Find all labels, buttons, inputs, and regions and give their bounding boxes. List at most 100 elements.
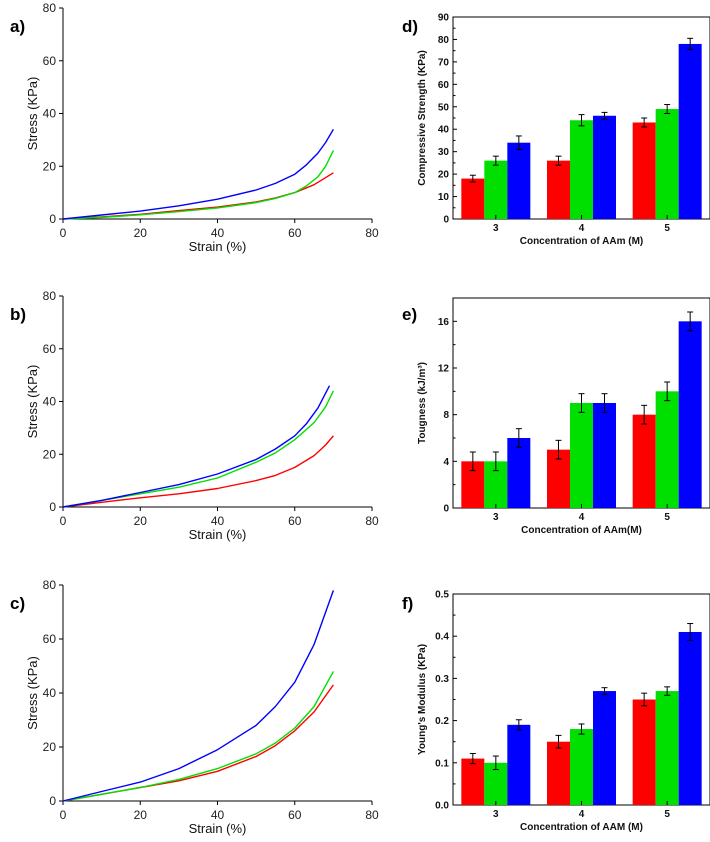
series-line-blue [62,385,331,508]
chart-panel-c: c) 0 20 40 60 80 0 20 40 60 80 Strain (%) Stress (KP… [10,578,379,836]
x-tick-label: 0 [60,226,67,240]
x-tick-label: 5 [664,223,670,234]
panel-label: a) [10,17,25,36]
x-axis-title: Concentration of AAM (M) [520,822,643,833]
y-tick-label: 80 [438,35,450,46]
bar-red-5 [632,122,656,219]
x-tick-label: 20 [134,226,148,240]
y-tick-label: 70 [438,57,450,68]
series-line-green [62,390,335,508]
y-tick-label: 60 [43,632,57,646]
series-line-green [62,150,335,220]
panel-label: e) [402,305,417,324]
x-tick-label: 3 [493,223,499,234]
x-tick-label: 80 [365,514,379,528]
y-tick-label: 10 [438,192,450,203]
bar-red-3 [461,758,485,805]
x-axis-title: Strain (%) [189,239,247,254]
bar-green-3 [484,461,508,508]
y-tick-label: 40 [438,125,450,136]
bar-red-3 [461,461,485,508]
bar-blue-5 [678,43,702,219]
x-axis-title: Concentration of AAm(M) [521,525,642,536]
y-tick-label: 20 [43,447,57,461]
bar-red-5 [632,699,656,805]
y-tick-label: 4 [443,457,449,468]
y-tick-label: 40 [43,395,57,409]
y-tick-label: 0.2 [435,716,449,727]
bar-red-5 [632,414,656,508]
bar-red-4 [547,449,570,508]
x-tick-label: 4 [579,809,585,820]
y-tick-label: 80 [43,1,57,15]
y-tick-label: 60 [43,54,57,68]
chart-panel-e: e) 0 4 8 12 16 3 4 5 Concentration of AAm(M) Tougn… [402,297,710,536]
x-tick-label: 80 [365,808,379,822]
y-axis-title: Stress (KPa) [25,365,40,439]
x-tick-label: 5 [664,512,670,523]
y-tick-label: 80 [43,289,57,303]
y-tick-label: 80 [43,578,57,592]
y-tick-label: 0 [49,212,56,226]
y-tick-label: 20 [43,159,57,173]
bar-green-4 [570,729,593,805]
y-axis-title: Compressive Strength (KPa) [417,50,428,186]
panel-label: d) [402,17,418,36]
bar-red-3 [461,178,485,219]
x-tick-label: 80 [365,226,379,240]
x-tick-label: 60 [288,808,302,822]
chart-panel-f: f) 0.0 0.1 0.2 0.3 0.4 0.5 3 4 5 Concentration of … [402,590,710,833]
y-tick-label: 0 [443,215,449,226]
y-tick-label: 60 [43,342,57,356]
bar-green-3 [484,762,508,805]
bar-blue-3 [507,438,531,508]
y-tick-label: 60 [438,80,450,91]
panel-label: b) [10,305,26,324]
y-axis-title: Stress (KPa) [25,77,40,151]
y-tick-label: 0.0 [435,801,449,812]
chart-panel-a: a) 0 20 40 60 80 0 20 40 60 80 Strain (%) Stress (KP… [10,1,379,254]
y-tick-label: 90 [438,13,450,24]
series-line-red [62,435,334,508]
x-tick-label: 4 [579,223,585,234]
y-tick-label: 50 [438,102,450,113]
bar-blue-5 [678,631,702,805]
series-line-red [62,172,334,220]
x-tick-label: 4 [579,512,585,523]
y-tick-label: 0 [49,500,56,514]
chart-panel-b: b) 0 20 40 60 80 0 20 40 60 80 Strain (%) Stress (KP… [10,289,379,542]
y-axis-title: Stress (KPa) [25,656,40,730]
panel-label: c) [10,594,25,613]
x-axis-title: Concentration of AAm (M) [520,236,644,247]
bar-green-4 [570,120,593,219]
x-axis-title: Strain (%) [189,527,247,542]
bar-blue-3 [507,724,531,805]
chart-panel-d: d) 0 10 20 30 40 50 60 70 80 90 3 4 5 Concentration of… [402,13,710,247]
y-tick-label: 20 [438,170,450,181]
bar-green-4 [570,403,593,508]
x-tick-label: 40 [211,514,225,528]
x-tick-label: 20 [134,808,148,822]
y-tick-label: 0 [49,794,56,808]
y-axis-title: Young's Modulus (KPa) [417,644,428,755]
bar-blue-4 [593,691,616,805]
bar-blue-5 [678,321,702,508]
x-tick-label: 60 [288,514,302,528]
bar-red-4 [547,741,570,805]
y-tick-label: 40 [43,686,57,700]
x-tick-label: 20 [134,514,148,528]
x-tick-label: 5 [664,809,670,820]
y-tick-label: 30 [438,147,450,158]
y-tick-label: 40 [43,107,57,121]
series-line-blue [62,590,335,802]
bar-green-5 [655,391,679,508]
y-tick-label: 0.1 [435,758,449,769]
series-line-blue [62,128,335,220]
y-tick-label: 0 [443,504,449,515]
bar-green-5 [655,691,679,805]
bar-blue-4 [593,403,616,508]
y-tick-label: 16 [438,317,450,328]
x-tick-label: 3 [493,512,499,523]
x-tick-label: 40 [211,808,225,822]
